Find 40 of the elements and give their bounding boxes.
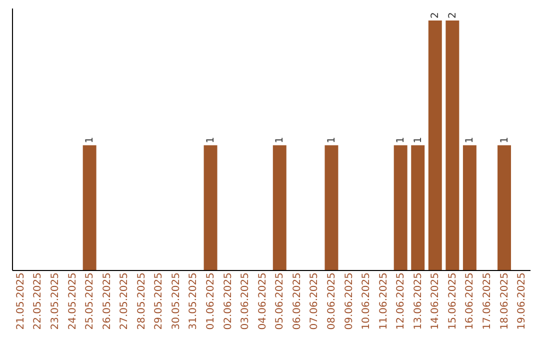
x-tick-label: 06.06.2025 (292, 272, 303, 330)
data-label: 1 (396, 136, 407, 144)
x-tick-label: 18.06.2025 (499, 272, 510, 330)
data-label: 2 (430, 12, 442, 18)
x-tick-label: 03.06.2025 (240, 272, 252, 330)
x-tick-label: 05.06.2025 (274, 272, 286, 330)
x-tick-label: 23.05.2025 (50, 272, 62, 330)
data-label: 1 (326, 136, 338, 144)
x-tick-label: 22.05.2025 (32, 272, 44, 330)
x-tick-label: 11.06.2025 (378, 272, 390, 330)
x-tick-label: 28.05.2025 (136, 272, 148, 330)
data-label: 2 (447, 12, 458, 18)
data-label: 1 (84, 136, 96, 144)
x-tick-label: 08.06.2025 (326, 272, 338, 330)
data-label: 1 (206, 136, 217, 144)
x-tick-label: 16.06.2025 (464, 272, 476, 330)
x-tick-label: 10.06.2025 (361, 272, 372, 330)
x-tick-label: 27.05.2025 (119, 272, 130, 330)
data-label: 1 (464, 136, 476, 144)
x-tick-label: 04.06.2025 (257, 272, 268, 330)
data-label: 1 (412, 136, 424, 144)
x-tick-label: 19.06.2025 (516, 272, 528, 330)
x-tick-label: 26.05.2025 (102, 272, 113, 330)
x-tick-label: 02.06.2025 (222, 272, 234, 330)
x-tick-label: 17.06.2025 (482, 272, 493, 330)
x-tick-label: 31.05.2025 (188, 272, 200, 330)
x-tick-label: 14.06.2025 (430, 272, 442, 330)
data-label: 1 (499, 136, 510, 144)
x-tick-label: 09.06.2025 (344, 272, 355, 330)
x-tick-label: 30.05.2025 (170, 272, 182, 330)
x-tick-label: 07.06.2025 (309, 272, 320, 330)
x-tick-label: 15.06.2025 (447, 272, 458, 330)
x-tick-label: 29.05.2025 (154, 272, 165, 330)
data-label: 1 (274, 136, 286, 144)
x-tick-label: 01.06.2025 (206, 272, 217, 330)
x-tick-label: 13.06.2025 (412, 272, 424, 330)
x-tick-label: 24.05.2025 (67, 272, 78, 330)
x-tick-label: 25.05.2025 (84, 272, 96, 330)
x-tick-label: 21.05.2025 (15, 272, 26, 330)
x-tick-label: 12.06.2025 (396, 272, 407, 330)
